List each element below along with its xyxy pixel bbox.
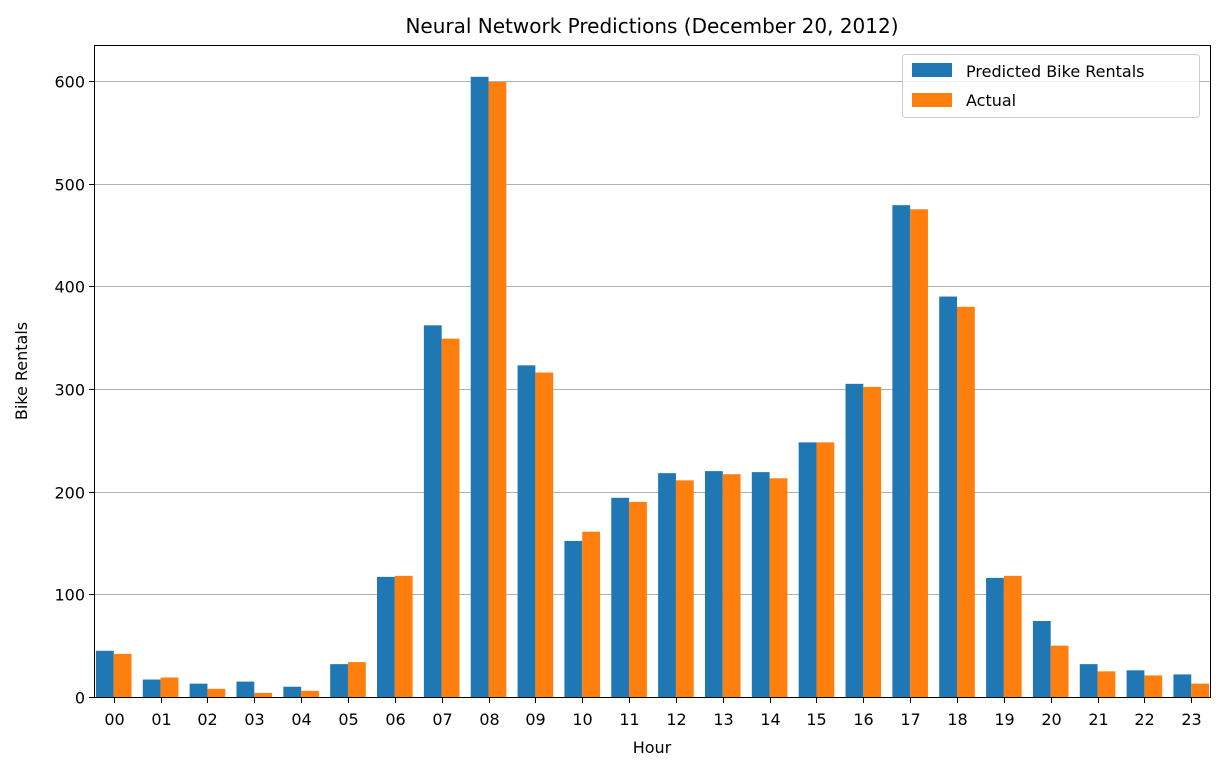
y-tick-label-500: 500 [54, 176, 85, 195]
bar-predicted-04 [283, 686, 302, 697]
bars [95, 76, 1210, 698]
bar-actual-13 [722, 474, 741, 697]
bar-actual-00 [113, 653, 132, 697]
x-tick-label-06: 06 [385, 710, 405, 729]
bar-predicted-19 [986, 577, 1004, 697]
bar-actual-02 [207, 688, 226, 697]
bar-predicted-20 [1032, 621, 1051, 697]
plot-frame [94, 45, 1211, 698]
bar-actual-03 [254, 692, 273, 697]
bar-predicted-01 [142, 679, 161, 697]
bar-actual-12 [675, 480, 694, 697]
x-tick-label-22: 22 [1134, 710, 1154, 729]
x-tick-label-16: 16 [853, 710, 873, 729]
legend: Predicted Bike Rentals Actual [902, 54, 1200, 118]
bar-predicted-15 [798, 442, 817, 697]
bar-actual-04 [301, 690, 319, 697]
y-axis: 0 100 200 300 400 500 600 [54, 73, 95, 708]
bar-predicted-02 [189, 683, 208, 697]
bar-actual-06 [394, 575, 413, 697]
bar-actual-21 [1097, 671, 1116, 697]
legend-swatch-actual [912, 93, 952, 107]
x-tick-label-01: 01 [151, 710, 171, 729]
x-axis: 00 01 02 03 04 05 06 07 08 09 10 11 12 13 14 15 16 17 18 19… [104, 697, 1202, 729]
x-tick-label-08: 08 [479, 710, 499, 729]
bar-predicted-23 [1173, 674, 1192, 697]
y-axis-label: Bike Rentals [12, 322, 31, 420]
bar-predicted-06 [377, 576, 395, 697]
y-tick-label-0: 0 [75, 689, 85, 708]
bar-actual-08 [488, 81, 507, 697]
x-tick-label-10: 10 [572, 710, 592, 729]
bar-actual-14 [769, 478, 788, 697]
x-tick-label-17: 17 [900, 710, 920, 729]
legend-swatch-predicted [912, 63, 952, 77]
bar-actual-15 [816, 442, 835, 697]
y-tick-label-300: 300 [54, 381, 85, 400]
x-tick-label-02: 02 [197, 710, 217, 729]
x-tick-label-19: 19 [994, 710, 1014, 729]
x-tick-label-21: 21 [1088, 710, 1108, 729]
bar-predicted-14 [751, 472, 770, 697]
bar-predicted-09 [517, 365, 536, 697]
bar-actual-19 [1003, 575, 1022, 697]
y-tick-label-400: 400 [54, 278, 85, 297]
legend-label-predicted: Predicted Bike Rentals [966, 62, 1144, 81]
bar-actual-11 [629, 501, 647, 697]
bar-predicted-05 [330, 664, 348, 697]
bar-predicted-00 [95, 650, 114, 697]
bar-predicted-12 [658, 473, 676, 697]
bar-predicted-21 [1079, 664, 1098, 697]
bar-predicted-08 [470, 76, 489, 698]
grid-lines [95, 81, 1210, 595]
bar-predicted-22 [1126, 670, 1145, 697]
bar-actual-22 [1144, 675, 1163, 697]
x-axis-label: Hour [633, 738, 672, 757]
x-tick-label-00: 00 [104, 710, 124, 729]
bar-actual-20 [1050, 645, 1069, 697]
x-tick-label-03: 03 [244, 710, 264, 729]
legend-label-actual: Actual [966, 91, 1016, 110]
x-tick-label-15: 15 [806, 710, 826, 729]
y-tick-label-200: 200 [54, 484, 85, 503]
x-tick-label-07: 07 [432, 710, 452, 729]
bar-actual-23 [1191, 683, 1210, 697]
bar-actual-16 [863, 386, 882, 697]
bar-predicted-18 [939, 296, 958, 697]
bar-predicted-17 [892, 205, 911, 697]
bar-predicted-03 [236, 681, 255, 697]
x-tick-label-12: 12 [666, 710, 686, 729]
legend-frame [902, 54, 1200, 118]
bar-actual-09 [535, 372, 554, 697]
bar-predicted-16 [845, 383, 864, 697]
bar-actual-18 [957, 306, 975, 697]
y-tick-label-600: 600 [54, 73, 85, 92]
bar-predicted-10 [564, 540, 583, 697]
x-tick-label-05: 05 [338, 710, 358, 729]
x-tick-label-11: 11 [619, 710, 639, 729]
bar-actual-07 [441, 338, 460, 697]
bar-actual-10 [582, 531, 601, 697]
x-tick-label-09: 09 [525, 710, 545, 729]
bar-actual-05 [347, 662, 366, 697]
bar-predicted-11 [611, 497, 630, 697]
x-tick-label-14: 14 [760, 710, 780, 729]
bar-predicted-07 [423, 325, 442, 697]
chart-title: Neural Network Predictions (December 20,… [405, 14, 898, 38]
y-tick-label-100: 100 [54, 586, 85, 605]
x-tick-label-13: 13 [713, 710, 733, 729]
x-tick-label-23: 23 [1181, 710, 1201, 729]
x-tick-label-20: 20 [1041, 710, 1061, 729]
x-tick-label-04: 04 [291, 710, 311, 729]
bar-actual-17 [910, 209, 928, 698]
x-tick-label-18: 18 [947, 710, 967, 729]
bar-predicted-13 [704, 471, 723, 697]
bar-actual-01 [160, 677, 179, 697]
